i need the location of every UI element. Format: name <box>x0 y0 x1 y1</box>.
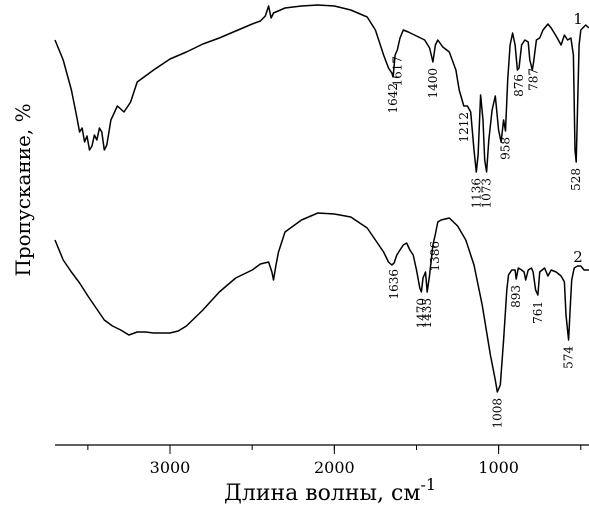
peak-label-1-787: 787 <box>527 68 541 91</box>
spectrum-line-1 <box>54 4 589 173</box>
peak-label-1-1073: 1073 <box>480 178 494 209</box>
x-axis-label-superscript: -1 <box>420 475 436 494</box>
peak-label-1-528: 528 <box>569 168 583 191</box>
peak-label-2-1386: 1386 <box>428 241 442 272</box>
y-axis-label: Пропускание, % <box>11 103 35 276</box>
peak-label-1-1642: 1642 <box>386 83 400 114</box>
peak-label-2-1008: 1008 <box>490 398 504 429</box>
series-label-2: 2 <box>573 248 583 266</box>
peak-label-1-1400: 1400 <box>426 68 440 99</box>
peak-label-1-1617: 1617 <box>390 56 404 87</box>
peak-label-1-1136: 1136 <box>469 178 483 209</box>
x-axis: 3000 2000 1000 <box>55 444 589 477</box>
peak-label-1-876: 876 <box>512 74 526 97</box>
x-tick-label: 1000 <box>478 458 519 477</box>
x-axis-label: Длина волны, см-1 <box>224 475 436 506</box>
peak-label-2-761: 761 <box>531 301 545 324</box>
peak-label-2-574: 574 <box>562 346 576 369</box>
peak-label-2-1435: 1435 <box>420 298 434 329</box>
x-tick-label: 3000 <box>150 458 191 477</box>
spectrum-line-2 <box>54 212 589 393</box>
peak-label-1-1212: 1212 <box>457 112 471 143</box>
peak-label-2-1636: 1636 <box>387 269 401 300</box>
x-axis-label-text: Длина волны, см <box>224 481 421 506</box>
spectra-traces: 12 <box>54 4 589 393</box>
peak-label-2-1470: 1470 <box>414 298 428 329</box>
series-label-1: 1 <box>573 10 583 28</box>
peak-label-2-893: 893 <box>509 285 523 308</box>
peak-label-1-958: 958 <box>499 137 513 160</box>
x-tick-label: 2000 <box>314 458 355 477</box>
